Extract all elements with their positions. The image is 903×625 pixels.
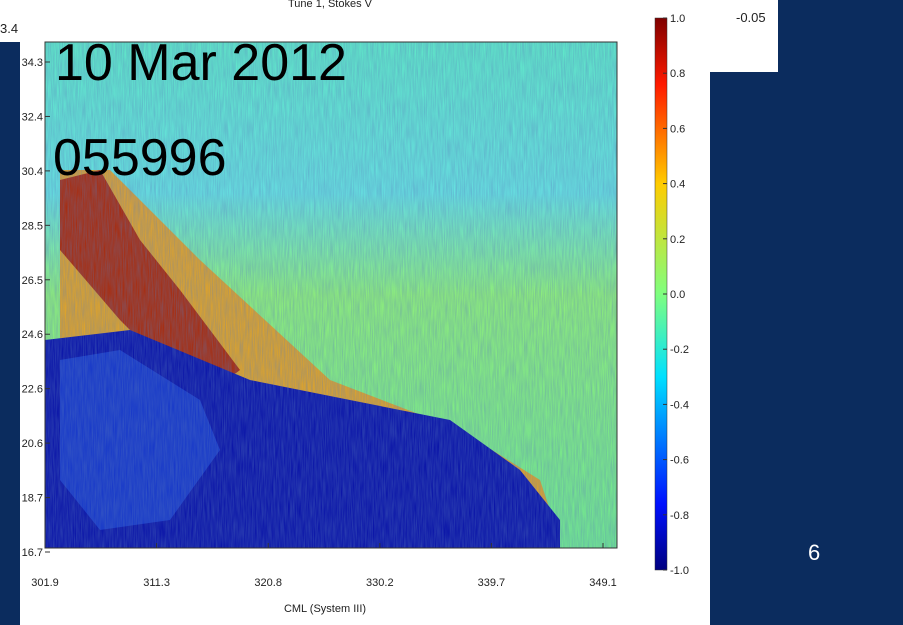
x-tick-label: 311.3 [143,577,170,589]
y-tick-label: 20.6 [22,438,43,450]
page-number: 6 [808,540,820,565]
y-tick-label: 24.6 [22,329,43,341]
colorbar-tick-label: 1.0 [670,13,685,25]
colorbar-tick-label: 0.0 [670,289,685,301]
x-tick-label: 330.2 [366,577,394,589]
x-tick-label: 301.9 [31,577,59,589]
colorbar-tick-label: -0.2 [670,344,689,356]
colorbar-tick-label: 0.8 [670,68,685,80]
x-tick-label: 339.7 [478,577,506,589]
colorbar-tick-label: -0.4 [670,399,689,411]
y-tick-label: 32.4 [22,111,43,123]
x-tick-label: 349.1 [589,577,617,589]
slide: 3.4 -0.05 Tune 1, Stokes V CML (System I… [0,0,903,625]
colorbar-tick-label: 0.2 [670,234,685,246]
overlay-id: 055996 [53,129,227,187]
overlay-date: 10 Mar 2012 [55,34,347,92]
colorbar-tick-label: -0.8 [670,510,689,522]
corner-text: -0.05 [736,10,766,25]
spectrogram [45,42,617,548]
colorbar-tick-label: 0.6 [670,123,685,135]
fragment-text: 3.4 [0,21,18,36]
y-tick-label: 18.7 [22,493,43,505]
y-tick-label: 30.4 [22,166,43,178]
y-tick-label: 16.7 [22,547,43,559]
y-tick-label: 22.6 [22,384,43,396]
x-axis-label: CML (System III) [284,603,366,615]
colorbar-tick-label: 0.4 [670,179,685,191]
x-tick-label: 320.8 [254,577,282,589]
spectrogram-texture [45,42,617,548]
colorbar-tick-label: -0.6 [670,455,689,467]
y-tick-label: 34.3 [22,57,43,69]
figure-title: Tune 1, Stokes V [288,0,373,10]
colorbar-tick-label: -1.0 [670,565,689,577]
y-tick-label: 26.5 [22,275,43,287]
slide-canvas: 3.4 -0.05 Tune 1, Stokes V CML (System I… [0,0,903,625]
y-tick-label: 28.5 [22,220,43,232]
